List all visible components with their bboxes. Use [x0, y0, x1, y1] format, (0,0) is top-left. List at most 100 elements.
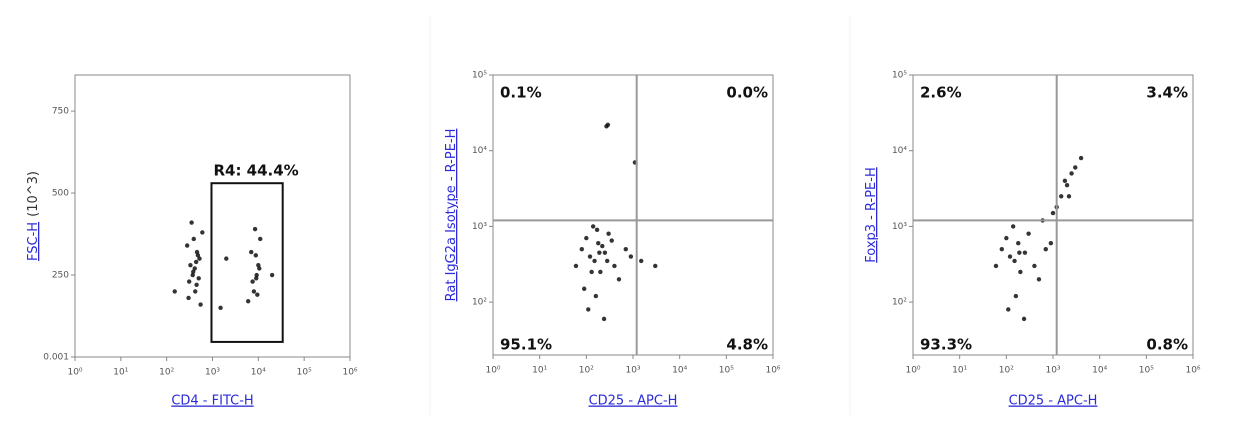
- x-axis-label: CD4 - FITC-H: [171, 394, 253, 409]
- x-axis-label: CD25 - APC-H: [1009, 394, 1098, 409]
- event-dot: [605, 122, 611, 127]
- y-tick-label: 10⁴: [892, 146, 907, 156]
- event-dot: [1073, 165, 1078, 170]
- y-axis-label-link: Foxp3 - R-PE-H: [864, 167, 879, 262]
- event-dot: [1066, 194, 1072, 199]
- event-dot: [597, 250, 602, 255]
- x-tick-label: 10⁰: [485, 366, 500, 376]
- event-dot: [1022, 250, 1028, 255]
- quadrant-percent: 3.4%: [1146, 84, 1188, 102]
- event-dot: [623, 246, 628, 252]
- x-tick-label: 10⁶: [765, 366, 780, 376]
- event-dot: [255, 292, 260, 297]
- gate-label: R4: 44.4%: [213, 162, 298, 180]
- event-dot: [593, 293, 599, 299]
- event-dot: [257, 266, 262, 271]
- x-axis-label: CD25 - APC-H: [589, 394, 678, 409]
- event-dot: [606, 231, 611, 236]
- x-tick-label: 10¹: [113, 368, 128, 378]
- event-dot: [1013, 293, 1019, 299]
- y-tick-label: 0.001: [43, 353, 69, 363]
- event-dot: [250, 279, 255, 284]
- event-dot: [249, 249, 254, 255]
- event-dot: [195, 253, 201, 258]
- quadrant-percent: 95.1%: [500, 336, 552, 354]
- x-tick-label: 10²: [579, 366, 594, 376]
- event-dot: [581, 286, 587, 291]
- event-dot: [616, 277, 622, 282]
- y-tick-label: 10³: [892, 222, 907, 232]
- y-axis-label: FSC-H (10^3): [23, 171, 42, 261]
- event-dot: [1026, 231, 1031, 236]
- event-dot: [197, 256, 202, 261]
- x-tick-label: 10²: [159, 368, 174, 378]
- event-dot: [573, 263, 579, 269]
- y-axis-label-link: FSC-H: [26, 222, 41, 261]
- x-tick-label: 10⁵: [1139, 366, 1154, 376]
- event-dot: [596, 240, 601, 246]
- event-dot: [186, 279, 192, 284]
- x-tick-label: 10⁰: [67, 368, 82, 378]
- event-dot: [252, 226, 258, 232]
- y-axis-label: Foxp3 - R-PE-H: [864, 167, 879, 262]
- y-tick-label: 10⁵: [472, 71, 487, 81]
- y-tick-label: 500: [52, 189, 69, 199]
- quadrant-percent: 93.3%: [920, 336, 972, 354]
- event-dot: [254, 272, 259, 278]
- event-dot: [1007, 254, 1013, 259]
- event-dot: [1062, 178, 1068, 184]
- x-tick-label: 10⁴: [672, 366, 687, 376]
- y-tick-label: 10²: [472, 298, 487, 308]
- y-tick-label: 750: [52, 107, 69, 117]
- event-dot: [587, 254, 593, 259]
- event-dot: [584, 235, 589, 241]
- event-dot: [1017, 250, 1022, 255]
- event-dot: [172, 289, 177, 294]
- quadrant-percent: 0.0%: [726, 84, 768, 102]
- event-dot: [1016, 240, 1021, 246]
- event-dot: [1050, 210, 1056, 216]
- x-tick-label: 10³: [1045, 366, 1060, 376]
- event-dot: [586, 307, 591, 312]
- event-dot: [1043, 246, 1048, 252]
- event-dot: [1032, 263, 1037, 269]
- x-tick-label: 10³: [625, 366, 640, 376]
- event-dot: [1078, 155, 1084, 161]
- event-dot: [993, 263, 999, 269]
- event-dot: [1018, 269, 1023, 275]
- event-dot: [1021, 316, 1027, 322]
- event-dot: [186, 295, 191, 301]
- event-dot: [579, 246, 585, 252]
- event-dot: [188, 262, 193, 268]
- x-tick-label: 10⁶: [342, 368, 357, 378]
- quadrant-percent: 4.8%: [726, 336, 768, 354]
- quadrant-percent: 2.6%: [920, 84, 962, 102]
- event-dot: [602, 250, 608, 255]
- event-dot: [251, 289, 257, 294]
- quadrant-percent: 0.1%: [500, 84, 542, 102]
- x-tick-label: 10³: [205, 368, 220, 378]
- event-dot: [200, 230, 205, 235]
- event-dot: [269, 272, 275, 278]
- y-tick-label: 10⁴: [472, 146, 487, 156]
- event-dot: [191, 236, 196, 242]
- event-dot: [598, 269, 603, 275]
- event-dot: [609, 238, 614, 243]
- event-dot: [1036, 277, 1042, 282]
- event-dot: [600, 243, 605, 249]
- event-dot: [590, 224, 596, 229]
- x-tick-label: 10⁵: [719, 366, 734, 376]
- gate: [210, 182, 284, 343]
- y-tick-label: 10⁵: [892, 71, 907, 81]
- x-tick-label: 10¹: [952, 366, 967, 376]
- event-dot: [628, 254, 634, 259]
- x-tick-label: 10⁴: [251, 368, 266, 378]
- event-dot: [999, 246, 1005, 252]
- event-dot: [1004, 235, 1009, 241]
- event-dot: [190, 272, 195, 278]
- x-tick-label: 10²: [999, 366, 1014, 376]
- event-dot: [1069, 171, 1074, 176]
- event-dot: [196, 276, 201, 281]
